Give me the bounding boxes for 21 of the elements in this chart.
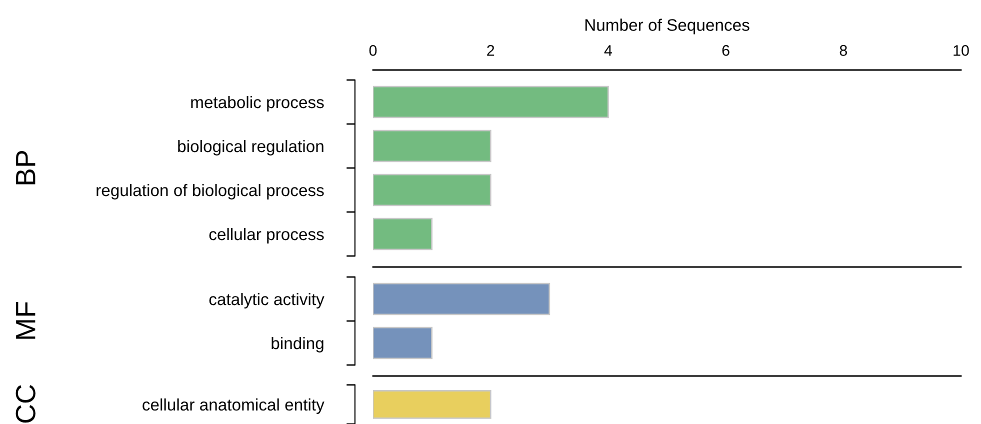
x-tick-label: 2 <box>487 45 494 56</box>
x-tick-label: 6 <box>722 45 730 56</box>
y-axis-title: MF <box>16 302 36 339</box>
x-tick-label: 10 <box>954 45 969 56</box>
bar <box>373 174 492 206</box>
y-tick-label: metabolic process <box>191 96 324 112</box>
x-tick-label: 8 <box>840 45 847 56</box>
y-tick-label: biological regulation <box>178 140 324 156</box>
bar <box>373 218 432 250</box>
y-tick-label: cellular process <box>209 228 324 244</box>
bar <box>373 86 609 118</box>
y-tick-label: cellular anatomical entity <box>142 398 324 414</box>
x-axis-title: Number of Sequences <box>585 18 750 34</box>
bar <box>373 130 492 162</box>
y-tick-label: catalytic activity <box>209 292 324 308</box>
x-tick-label: 0 <box>369 45 377 56</box>
y-tick-label: binding <box>272 336 324 352</box>
y-tick-label: regulation of biological process <box>96 184 324 200</box>
y-axis-title: BP <box>16 150 36 184</box>
y-axis-title: CC <box>16 385 36 423</box>
x-tick-label: 4 <box>604 45 612 56</box>
